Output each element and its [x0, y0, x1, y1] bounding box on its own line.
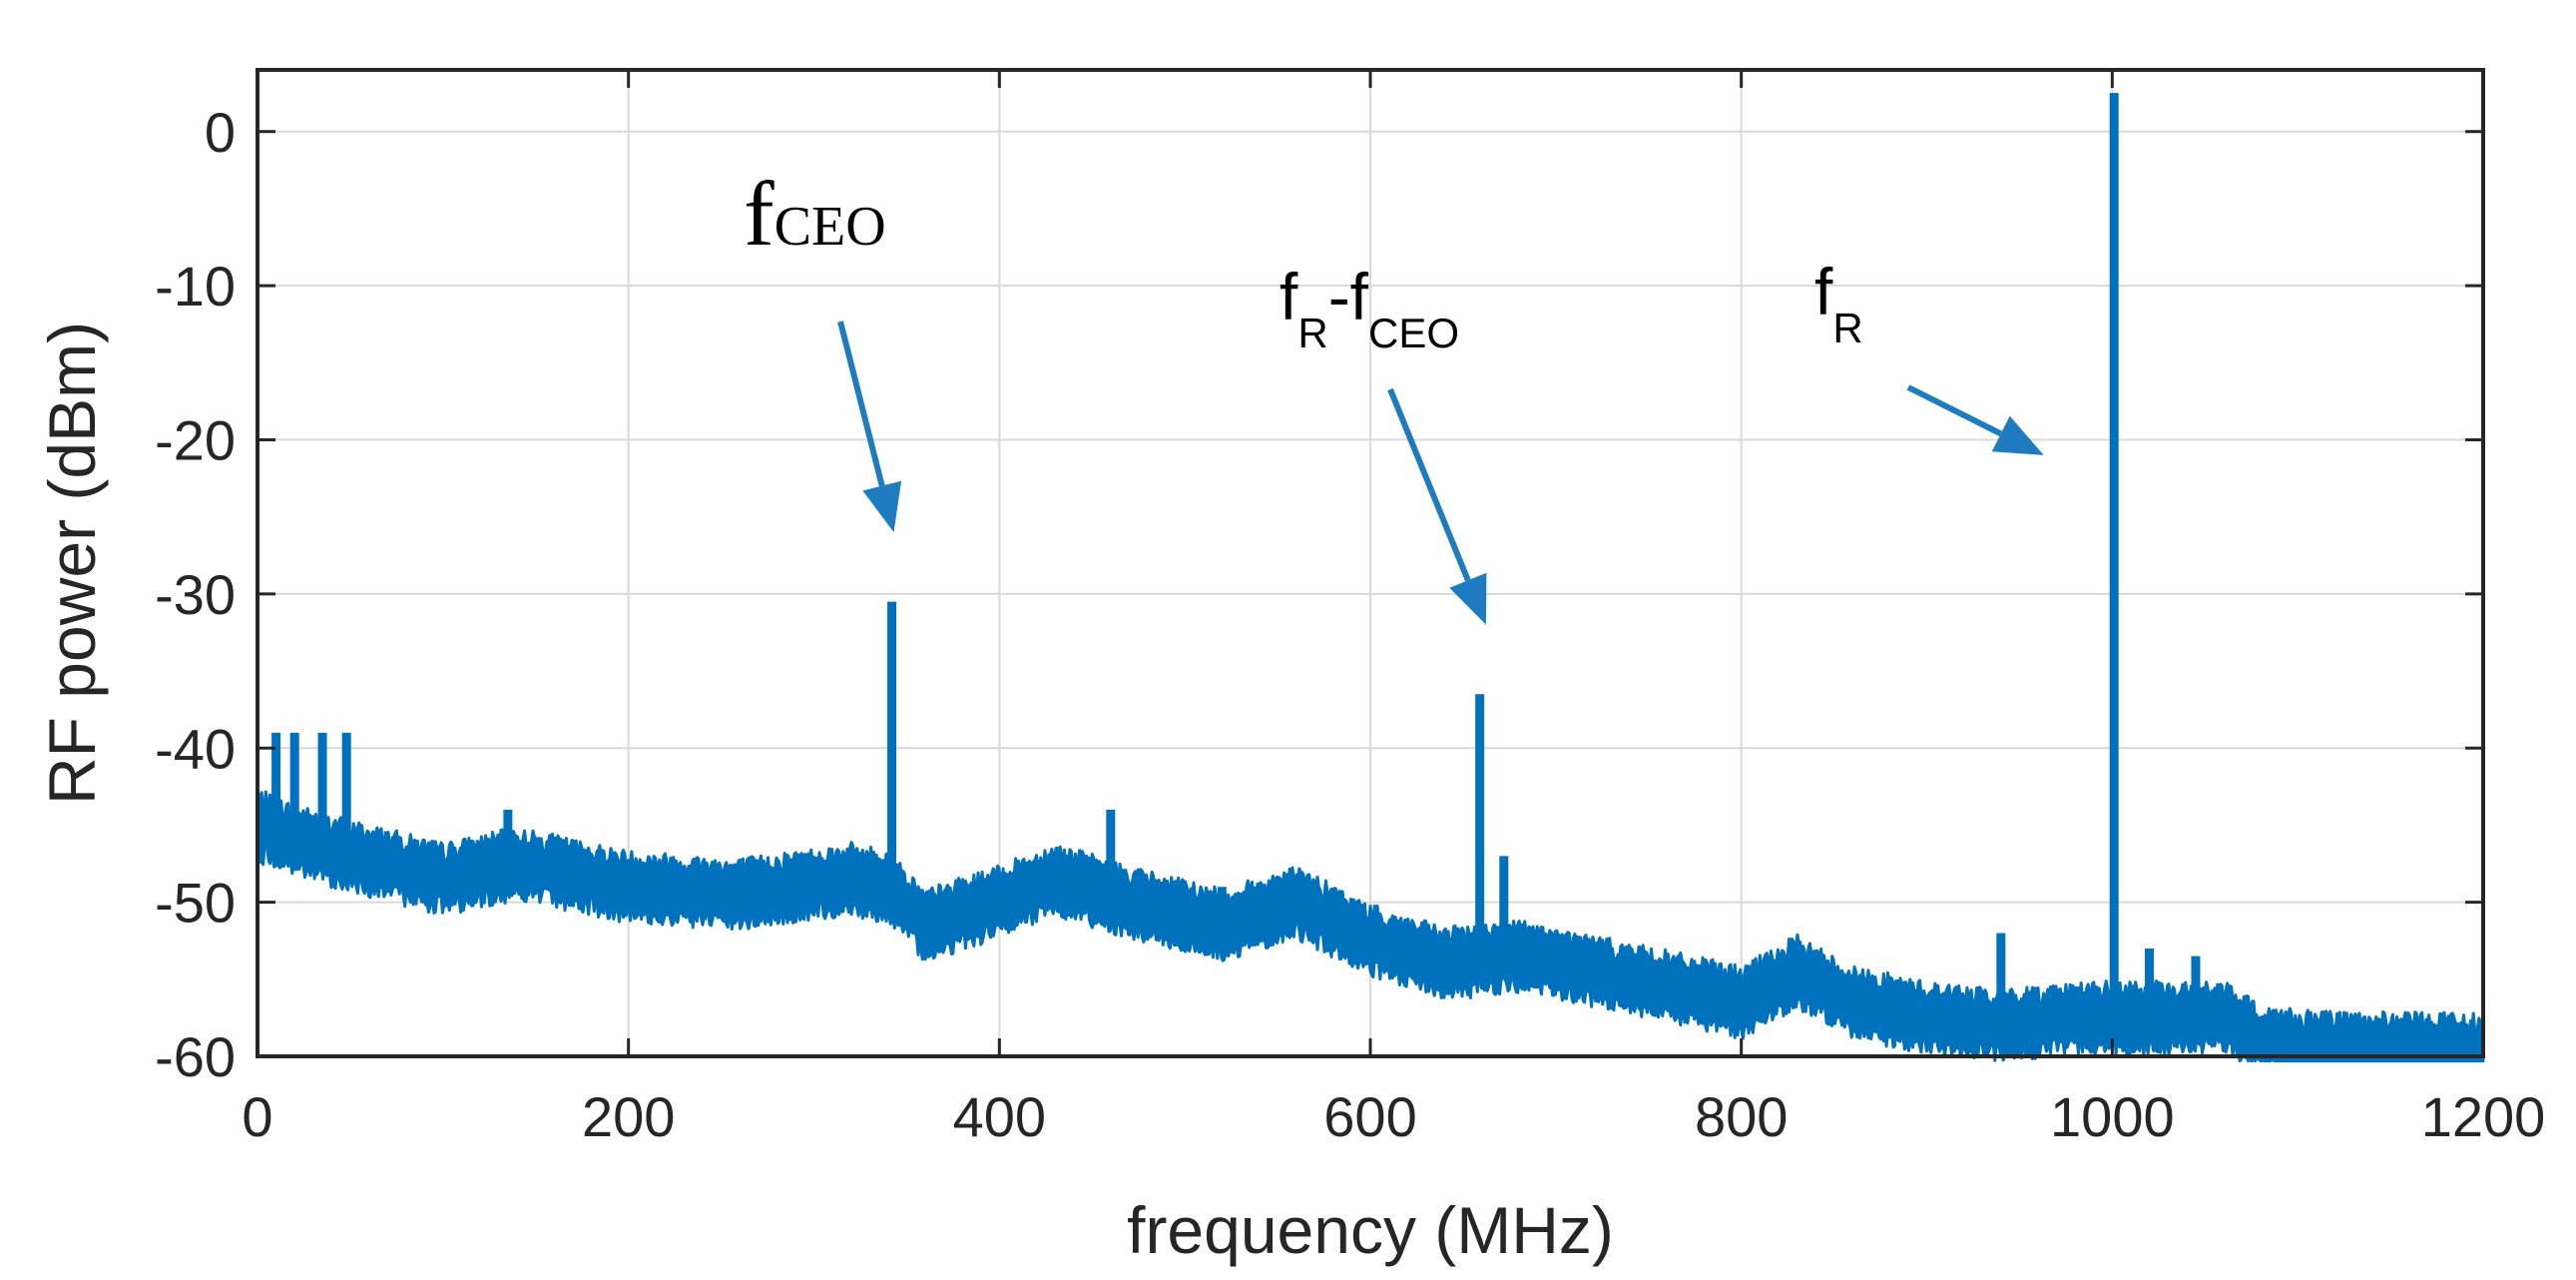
annotation-subscript: R: [1297, 310, 1327, 356]
arrowhead: [1449, 572, 1487, 625]
x-tick-label: 200: [582, 1085, 675, 1148]
series-noise-band: [256, 790, 2485, 1063]
annotation-main-glyph: f: [1814, 255, 1833, 328]
y-tick-label: 0: [205, 101, 236, 164]
x-tick-label: 0: [242, 1085, 272, 1148]
x-tick-label: 800: [1695, 1085, 1788, 1148]
arrow-shaft: [1387, 387, 1471, 582]
annotation-fceo-arrow: [837, 320, 902, 533]
annotation-fr-label: fR: [1814, 255, 1863, 351]
y-tick-label: -60: [155, 1025, 236, 1088]
x-tick-label: 1200: [2421, 1085, 2546, 1148]
annotation-main-glyph: f: [744, 163, 774, 265]
y-axis-title: RF power (dBm): [35, 321, 109, 805]
y-tick-label: -40: [155, 717, 236, 780]
arrow-shaft: [1906, 384, 2003, 437]
annotation-subscript: CEO: [774, 196, 886, 258]
axis-ticks: 0 200 400 600 800 1000 1200 0 -10 -20 -30 -40 -50 -60: [155, 70, 2545, 1148]
arrowhead: [862, 480, 902, 533]
y-tick-label: -50: [155, 872, 236, 935]
x-axis-title: frequency (MHz): [1127, 1193, 1614, 1267]
x-tick-label: 1000: [2050, 1085, 2175, 1148]
y-tick-label: -10: [155, 255, 236, 318]
y-tick-label: -20: [155, 409, 236, 472]
annotation-fr-minus-fceo-label: fR-fCEO: [1280, 260, 1459, 356]
x-tick-label: 600: [1323, 1085, 1416, 1148]
arrow-shaft: [837, 320, 885, 487]
annotation-fceo-label: fCEO: [744, 163, 886, 265]
data-layer: [256, 93, 2485, 1063]
annotation-subscript: R: [1832, 305, 1862, 351]
annotation-main-glyph: -f: [1328, 260, 1369, 333]
annotation-fr-minus-fceo-arrow: [1387, 387, 1487, 625]
annotation-fr-arrow: [1906, 384, 2044, 455]
x-tick-label: 400: [953, 1085, 1046, 1148]
y-tick-label: -30: [155, 563, 236, 626]
arrowhead: [1991, 415, 2044, 455]
annotation-subscript: CEO: [1368, 310, 1459, 356]
annotation-main-glyph: f: [1280, 260, 1298, 333]
